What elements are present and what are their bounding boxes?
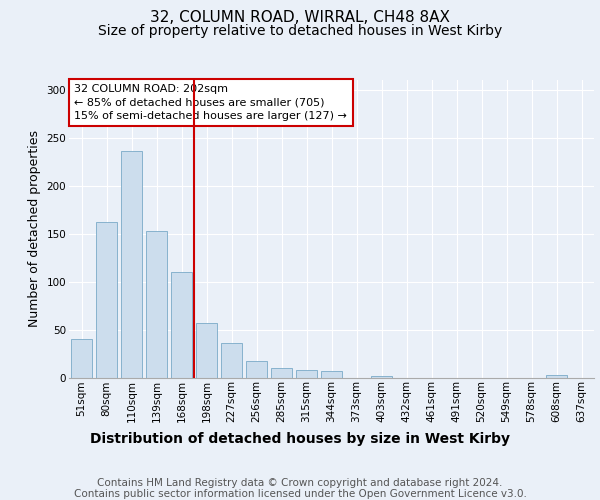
Bar [321,371,342,378]
Bar [271,368,292,378]
Bar [171,272,192,378]
Bar [121,151,142,378]
Bar [96,222,117,378]
Text: Contains HM Land Registry data © Crown copyright and database right 2024.
Contai: Contains HM Land Registry data © Crown c… [74,478,526,499]
Text: 32, COLUMN ROAD, WIRRAL, CH48 8AX: 32, COLUMN ROAD, WIRRAL, CH48 8AX [150,10,450,25]
Bar [546,374,567,378]
Bar [246,361,267,378]
Text: Distribution of detached houses by size in West Kirby: Distribution of detached houses by size … [90,432,510,446]
Bar [196,323,217,378]
Bar [71,339,92,378]
Bar [296,370,317,378]
Bar [371,376,392,378]
Y-axis label: Number of detached properties: Number of detached properties [28,130,41,327]
Text: Size of property relative to detached houses in West Kirby: Size of property relative to detached ho… [98,24,502,38]
Text: 32 COLUMN ROAD: 202sqm
← 85% of detached houses are smaller (705)
15% of semi-de: 32 COLUMN ROAD: 202sqm ← 85% of detached… [74,84,347,121]
Bar [146,230,167,378]
Bar [221,343,242,378]
